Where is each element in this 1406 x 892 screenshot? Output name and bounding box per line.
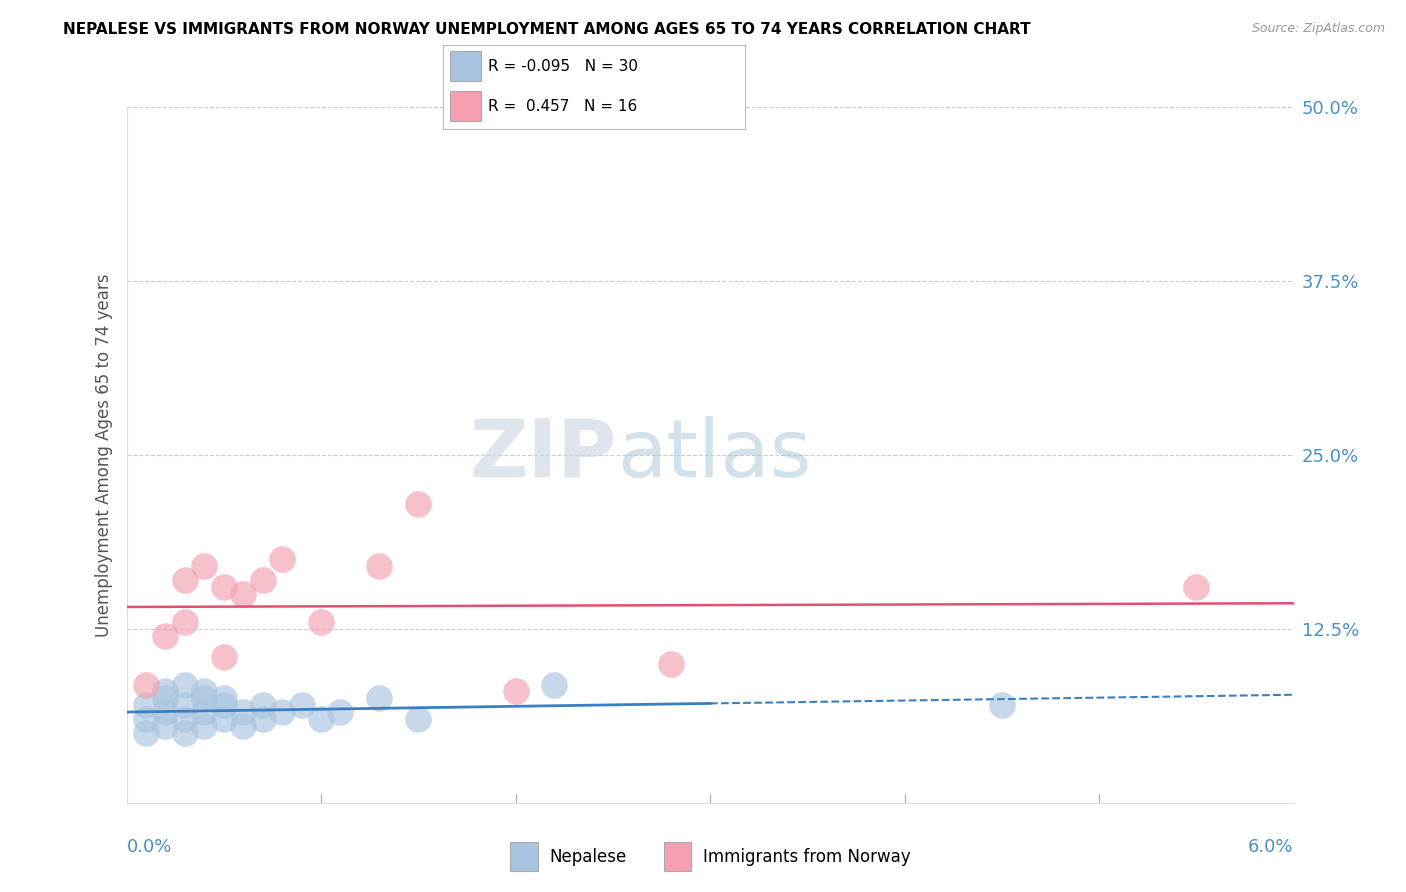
Point: [1185, 580, 1208, 594]
Text: NEPALESE VS IMMIGRANTS FROM NORWAY UNEMPLOYMENT AMONG AGES 65 TO 74 YEARS CORREL: NEPALESE VS IMMIGRANTS FROM NORWAY UNEMP…: [63, 22, 1031, 37]
Point: [368, 691, 391, 706]
Point: [290, 698, 312, 713]
Text: Source: ZipAtlas.com: Source: ZipAtlas.com: [1251, 22, 1385, 36]
Point: [155, 684, 177, 698]
Point: [193, 706, 215, 720]
Point: [329, 706, 352, 720]
Point: [543, 677, 565, 691]
Point: [212, 698, 235, 713]
Text: R = -0.095   N = 30: R = -0.095 N = 30: [488, 59, 638, 74]
FancyBboxPatch shape: [450, 52, 481, 81]
Point: [135, 712, 157, 726]
Point: [309, 615, 332, 629]
Point: [155, 719, 177, 733]
Point: [990, 698, 1012, 713]
FancyBboxPatch shape: [450, 91, 481, 120]
Point: [174, 573, 197, 587]
Point: [174, 726, 197, 740]
Text: Immigrants from Norway: Immigrants from Norway: [703, 847, 911, 866]
Point: [135, 698, 157, 713]
Point: [271, 552, 294, 566]
Point: [174, 698, 197, 713]
Point: [193, 719, 215, 733]
FancyBboxPatch shape: [664, 842, 692, 871]
Point: [271, 706, 294, 720]
Text: 6.0%: 6.0%: [1249, 838, 1294, 855]
Point: [174, 615, 197, 629]
Point: [135, 677, 157, 691]
Text: Nepalese: Nepalese: [550, 847, 627, 866]
Point: [252, 698, 274, 713]
Point: [155, 629, 177, 643]
Point: [232, 719, 254, 733]
FancyBboxPatch shape: [510, 842, 537, 871]
Point: [135, 726, 157, 740]
Point: [252, 712, 274, 726]
Point: [193, 691, 215, 706]
Point: [212, 691, 235, 706]
Point: [212, 580, 235, 594]
Point: [212, 712, 235, 726]
Point: [408, 497, 430, 511]
Text: atlas: atlas: [617, 416, 811, 494]
Point: [252, 573, 274, 587]
Text: ZIP: ZIP: [470, 416, 617, 494]
Y-axis label: Unemployment Among Ages 65 to 74 years: Unemployment Among Ages 65 to 74 years: [94, 273, 112, 637]
Point: [232, 587, 254, 601]
Point: [408, 712, 430, 726]
Text: 0.0%: 0.0%: [127, 838, 172, 855]
Point: [212, 649, 235, 664]
Point: [309, 712, 332, 726]
Point: [155, 706, 177, 720]
Point: [505, 684, 527, 698]
Point: [368, 559, 391, 574]
Point: [232, 706, 254, 720]
Point: [659, 657, 682, 671]
Text: R =  0.457   N = 16: R = 0.457 N = 16: [488, 98, 637, 113]
Point: [174, 712, 197, 726]
Point: [193, 559, 215, 574]
Point: [155, 691, 177, 706]
Point: [193, 684, 215, 698]
Point: [174, 677, 197, 691]
